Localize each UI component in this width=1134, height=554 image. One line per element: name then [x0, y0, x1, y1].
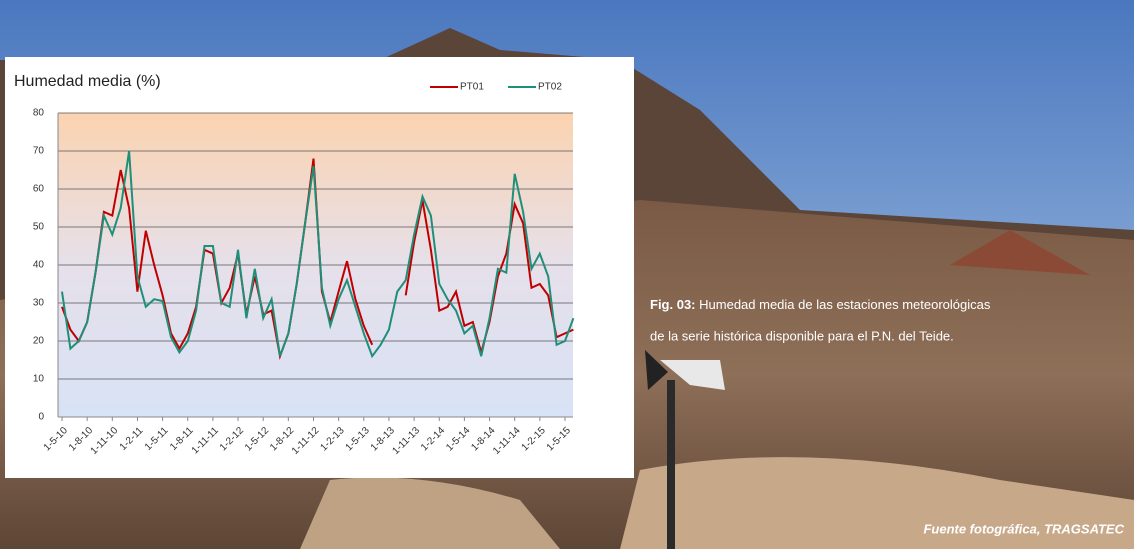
caption-line: Humedad media de las estaciones meteorol… [699, 297, 991, 312]
y-tick-label: 70 [33, 146, 45, 157]
y-tick-label: 20 [33, 336, 45, 347]
legend: PT01 PT02 [430, 82, 562, 93]
chart-title: Humedad media (%) [14, 73, 161, 90]
caption-label: Fig. 03: [650, 297, 696, 312]
y-tick-label: 60 [33, 184, 45, 195]
caption: Fig. 03: Humedad media de las estaciones… [650, 297, 991, 312]
y-tick-label: 80 [33, 108, 45, 119]
y-tick-label: 0 [38, 412, 44, 423]
photo-credit: Fuente fotográfica, TRAGSATEC [923, 521, 1124, 536]
legend-label: PT02 [538, 82, 562, 93]
y-tick-label: 10 [33, 374, 45, 385]
series-line [61, 150, 575, 359]
y-tick-label: 40 [33, 260, 45, 271]
y-tick-label: 30 [33, 298, 45, 309]
legend-label: PT01 [460, 82, 484, 93]
caption-line: de la serie histórica disponible para el… [650, 328, 954, 343]
y-tick-label: 50 [33, 222, 45, 233]
